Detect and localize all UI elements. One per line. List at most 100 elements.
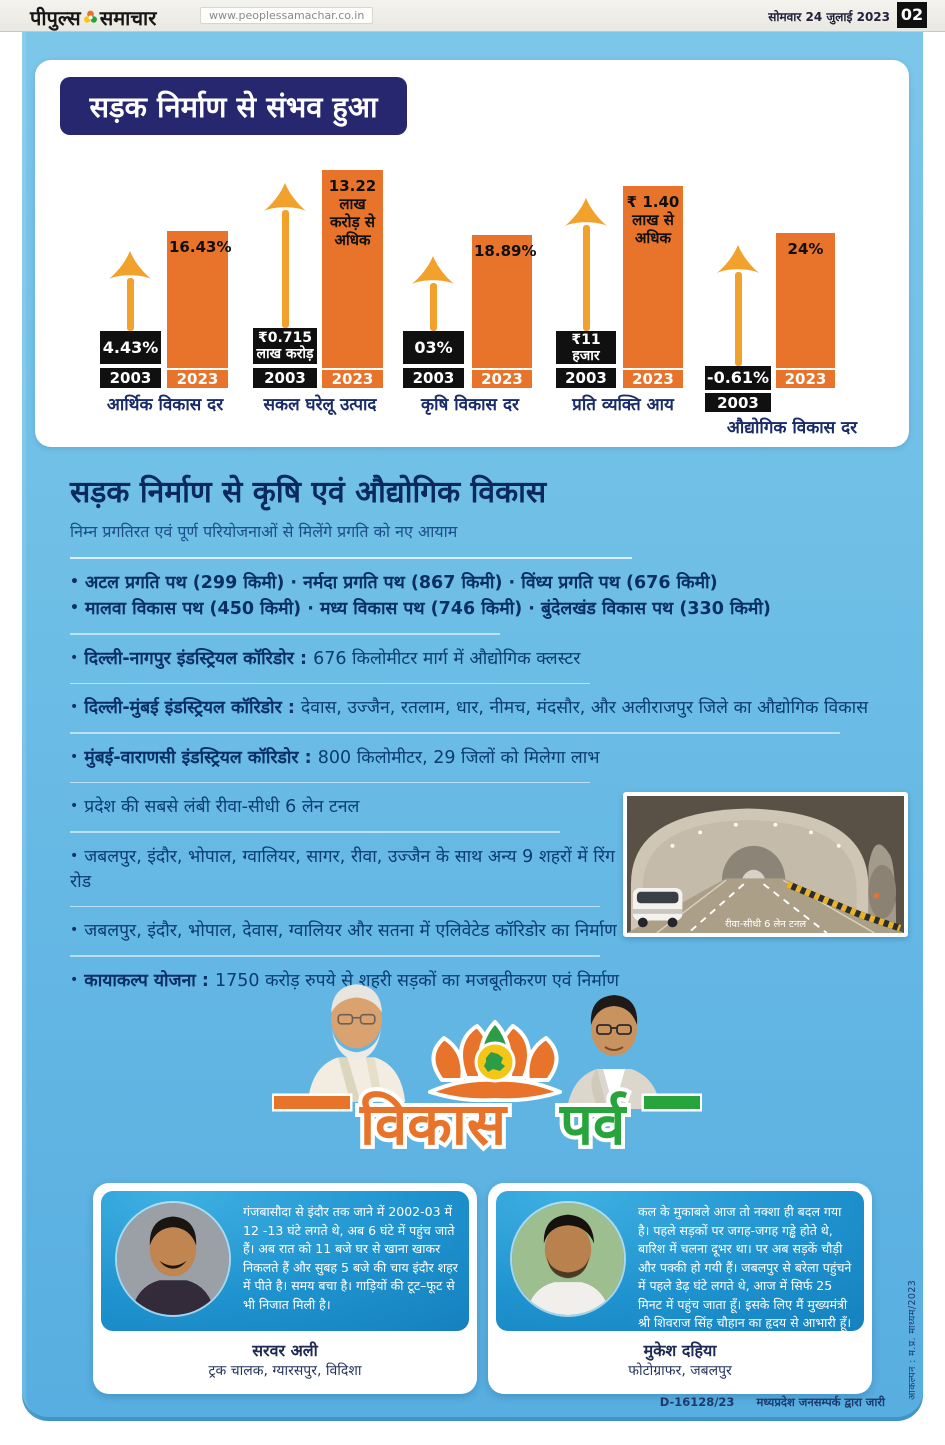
bullet-icon: • (70, 971, 79, 988)
bar-2023: 16.43% 2023 (167, 231, 232, 388)
testimonial-name: सरवर अली (252, 1341, 318, 1360)
lotus-logo (428, 1020, 562, 1102)
vikas-parv-wordmark: विकास पर्व (272, 1086, 702, 1162)
masthead-bar: पीपुल्स समाचार www.peoplessamachar.co.in… (0, 0, 945, 32)
section-title: सड़क निर्माण से कृषि एवं औद्योगिक विकास (70, 475, 547, 510)
list-item-lead: दिल्ली-मुंबई इंडस्ट्रियल कॉरिडोर : (84, 698, 301, 718)
list-item: • जबलपुर, इंदौर, भोपाल, ग्वालियर, सागर, र… (70, 844, 635, 895)
year-2023-band: 2023 (322, 368, 383, 388)
projects-list: • अटल प्रगति पथ (299 किमी) · नर्मदा प्रगत… (70, 570, 915, 994)
issue-date: सोमवार 24 जुलाई 2023 (768, 10, 890, 24)
year-2023-band: 2023 (776, 368, 835, 388)
value-2023: ₹ 1.40 लाख से अधिक (626, 193, 680, 247)
chart-card: सड़क निर्माण से संभव हुआ 4.43% 2003 16.4… (35, 60, 909, 447)
value-2003: ₹0.715 लाख करोड़ (253, 328, 317, 364)
list-item-lead: मुंबई-वाराणसी इंडस्ट्रियल कॉरिडोर : (84, 747, 318, 768)
testimonial-card: गंजबासौदा से इंदौर तक जाने में 2002-03 म… (93, 1183, 477, 1394)
list-item-text: देवास, उज्जैन, रतलाम, धार, नीमच, मंदसौर,… (300, 698, 869, 718)
list-item-text: अटल प्रगति पथ (299 किमी) · नर्मदा प्रगति… (84, 573, 718, 593)
bar-2023: 24% 2023 (776, 233, 835, 388)
mukesh-dahiya-photo (510, 1201, 626, 1317)
logo-word-1: पीपुल्स (30, 6, 81, 30)
bullet-icon: • (70, 748, 79, 765)
issued-by: मध्यप्रदेश जनसम्पर्क द्वारा जारी (756, 1395, 885, 1409)
wordmark-parv: पर्व (559, 1090, 627, 1158)
divider (70, 633, 500, 635)
bar-2023: 13.22 लाख करोड़ से अधिक 2023 (322, 170, 383, 388)
list-item: • कायाकल्प योजना : 1750 करोड़ रुपये से शह… (70, 968, 635, 994)
bullet-icon: • (70, 847, 79, 864)
up-arrow-stem (430, 283, 437, 331)
vikas-parv-emblem: विकास पर्व (22, 962, 923, 1192)
list-item-lead: दिल्ली-नागपुर इंडस्ट्रियल कॉरिडोर : (84, 648, 314, 669)
up-arrow-icon (717, 245, 759, 273)
testimonial-card: कल के मुकाबले आज तो नक्शा ही बदल गया है।… (488, 1183, 872, 1394)
shivraj-photo (567, 995, 661, 1109)
bullet-icon: • (70, 574, 79, 590)
worker-figure (873, 892, 880, 899)
bar-2023: ₹ 1.40 लाख से अधिक 2023 (623, 186, 683, 388)
value-2023: 16.43% (169, 238, 232, 256)
list-item-text: मालवा विकास पथ (450 किमी) · मध्य विकास प… (84, 599, 771, 619)
up-arrow-stem (583, 225, 590, 331)
list-item-text: 676 किलोमीटर मार्ग में औद्योगिक क्लस्टर (313, 648, 581, 669)
newspaper-logo: पीपुल्स समाचार (30, 4, 156, 31)
design-credit: आकल्पन : म.प्र. माध्यम/2023 (907, 1279, 918, 1401)
sarwar-ali-photo (115, 1201, 231, 1317)
divider (70, 955, 600, 957)
year-2003-band: 2003 (100, 368, 161, 388)
up-arrow-stem (735, 272, 742, 366)
tunnel-illustration: रीवा-सीधी 6 लेन टनल (627, 796, 904, 933)
wordmark-vikas: विकास (359, 1090, 508, 1158)
value-2023: 24% (787, 240, 824, 258)
suv-vehicle (632, 887, 683, 928)
year-2003-band: 2003 (556, 368, 616, 388)
release-note: D-16128/23 मध्यप्रदेश जनसम्पर्क द्वारा ज… (660, 1395, 885, 1410)
list-item: • प्रदेश की सबसे लंबी रीवा-सीधी 6 लेन टनल (70, 794, 635, 820)
value-2003: -0.61% (705, 366, 771, 390)
value-2003: 4.43% (100, 331, 161, 364)
chart-group-economic-growth: 4.43% 2003 16.43% 2023 आर्थिक विकास दर (90, 60, 240, 447)
chart-card-title: सड़क निर्माण से संभव हुआ (60, 77, 407, 135)
year-2003-band: 2003 (705, 393, 771, 412)
testimonial-role: फोटोग्राफर, जबलपुर (628, 1363, 732, 1379)
page-number: 02 (897, 2, 927, 28)
chart-category-label: कृषि विकास दर (421, 395, 519, 415)
up-arrow-icon (565, 198, 607, 226)
list-item: • अटल प्रगति पथ (299 किमी) · नर्मदा प्रगत… (70, 570, 915, 622)
value-2003: ₹11 हजार (556, 331, 616, 364)
tunnel-caption: रीवा-सीधी 6 लेन टनल (725, 918, 807, 930)
list-item-text: जबलपुर, इंदौर, भोपाल, देवास, ग्वालियर और… (84, 921, 617, 941)
divider (70, 682, 590, 684)
testimonial-name: मुकेश दहिया (643, 1341, 717, 1360)
list-item: • मुंबई-वाराणसी इंडस्ट्रियल कॉरिडोर : 800… (70, 745, 915, 771)
list-item-text: 800 किलोमीटर, 29 जिलों को मिलेगा लाभ (317, 747, 600, 768)
chart-group-per-capita-income: ₹11 हजार 2003 ₹ 1.40 लाख से अधिक 2023 प्… (543, 60, 703, 447)
chart-group-industrial-growth: -0.61% 2003 24% 2023 औद्योगिक विकास दर (693, 60, 873, 447)
list-item-text: 1750 करोड़ रुपये से शहरी सड़कों का मजबूत… (215, 970, 619, 991)
up-arrow-stem (282, 210, 289, 328)
up-arrow-icon (109, 251, 151, 279)
advert-canvas: सड़क निर्माण से संभव हुआ 4.43% 2003 16.4… (22, 32, 923, 1421)
bullet-icon: • (70, 699, 79, 715)
list-item: • जबलपुर, इंदौर, भोपाल, देवास, ग्वालियर औ… (70, 918, 635, 944)
modi-photo (307, 984, 406, 1102)
year-2003-band: 2003 (253, 368, 317, 388)
divider (70, 732, 840, 734)
year-2023-band: 2023 (623, 368, 683, 388)
chart-category-label: औद्योगिक विकास दर (726, 418, 858, 438)
bullet-icon: • (70, 922, 79, 938)
divider (70, 905, 600, 907)
up-arrow-stem (127, 278, 134, 331)
tunnel-photo: रीवा-सीधी 6 लेन टनल (623, 792, 908, 937)
value-2023: 13.22 लाख करोड़ से अधिक (328, 177, 377, 249)
list-item: • दिल्ली-मुंबई इंडस्ट्रियल कॉरिडोर : देवा… (70, 695, 915, 721)
divider (70, 831, 560, 833)
year-2023-band: 2023 (167, 368, 228, 388)
year-2023-band: 2023 (472, 368, 532, 388)
chart-category-label: आर्थिक विकास दर (106, 395, 224, 415)
chart-group-agriculture: 03% 2003 18.89% 2023 कृषि विकास दर (390, 60, 550, 447)
year-2003-band: 2003 (403, 368, 464, 388)
chart-category-label: प्रति व्यक्ति आय (572, 395, 674, 415)
